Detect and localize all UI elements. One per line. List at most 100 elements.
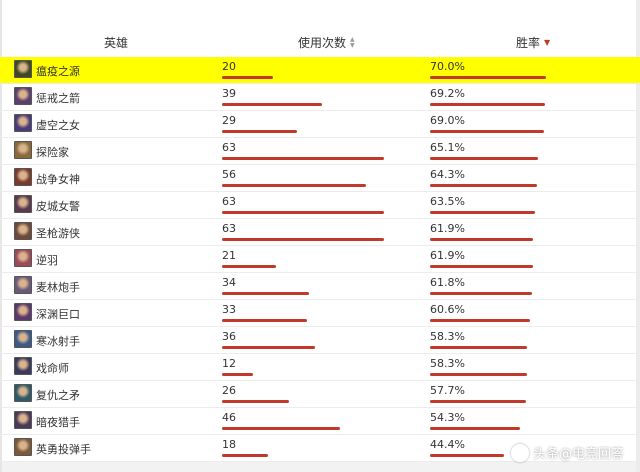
right-frame-edge <box>636 0 640 472</box>
hero-avatar-icon <box>14 384 32 402</box>
win-rate-bar <box>430 157 538 160</box>
hero-row[interactable]: 逆羽 21 61.9% <box>0 246 640 273</box>
win-rate-bar <box>430 400 526 403</box>
column-header-usage[interactable]: 使用次数 ▲ ▼ <box>298 34 355 51</box>
hero-row[interactable]: 戏命师 12 58.3% <box>0 354 640 381</box>
win-rate-bar <box>430 130 544 133</box>
hero-row[interactable]: 圣枪游侠 63 61.9% <box>0 219 640 246</box>
win-rate: 57.7% <box>430 384 465 397</box>
left-frame-edge <box>0 0 2 472</box>
win-rate-bar <box>430 265 533 268</box>
hero-avatar-icon <box>14 195 32 213</box>
usage-count: 39 <box>222 87 236 100</box>
win-rate: 69.2% <box>430 87 465 100</box>
hero-row[interactable]: 暗夜猎手 46 54.3% <box>0 408 640 435</box>
usage-count: 63 <box>222 222 236 235</box>
usage-bar <box>222 454 268 457</box>
usage-bar <box>222 427 340 430</box>
usage-bar <box>222 319 307 322</box>
sort-icon[interactable]: ▲ ▼ <box>350 35 355 49</box>
hero-name: 圣枪游侠 <box>36 227 80 240</box>
hero-avatar-icon <box>14 411 32 429</box>
usage-count: 34 <box>222 276 236 289</box>
win-rate: 65.1% <box>430 141 465 154</box>
hero-row[interactable]: 英勇投弹手 18 44.4% <box>0 435 640 462</box>
hero-name: 皮城女警 <box>36 200 80 213</box>
hero-name: 战争女神 <box>36 173 80 186</box>
usage-count: 46 <box>222 411 236 424</box>
column-header-winrate-label: 胜率 <box>516 36 541 50</box>
watermark-text: 头条@电竞回答 <box>532 447 624 462</box>
usage-count: 26 <box>222 384 236 397</box>
usage-count: 12 <box>222 357 236 370</box>
hero-table-body: 瘟疫之源 20 70.0% 惩戒之箭 39 69.2% 虚空之女 29 69.0% 探险家 63 65… <box>0 57 640 462</box>
hero-avatar-icon <box>14 222 32 240</box>
win-rate-bar <box>430 292 532 295</box>
hero-name: 暗夜猎手 <box>36 416 80 429</box>
column-header-hero-label: 英雄 <box>104 36 129 50</box>
hero-row[interactable]: 皮城女警 63 63.5% <box>0 192 640 219</box>
column-header-winrate[interactable]: 胜率 ▼ <box>516 34 550 51</box>
usage-bar <box>222 265 276 268</box>
hero-name: 戏命师 <box>36 362 69 375</box>
hero-row[interactable]: 探险家 63 65.1% <box>0 138 640 165</box>
hero-row[interactable]: 虚空之女 29 69.0% <box>0 111 640 138</box>
usage-count: 20 <box>222 60 236 73</box>
win-rate-bar <box>430 346 527 349</box>
win-rate: 61.9% <box>430 222 465 235</box>
usage-count: 63 <box>222 141 236 154</box>
usage-bar <box>222 292 309 295</box>
hero-row[interactable]: 深渊巨口 33 60.6% <box>0 300 640 327</box>
win-rate: 44.4% <box>430 438 465 451</box>
toutiao-logo-icon <box>510 443 529 462</box>
win-rate: 60.6% <box>430 303 465 316</box>
usage-bar <box>222 76 273 79</box>
win-rate-bar <box>430 319 530 322</box>
hero-avatar-icon <box>14 357 32 375</box>
hero-name: 英勇投弹手 <box>36 443 91 456</box>
usage-bar <box>222 157 384 160</box>
usage-bar <box>222 238 384 241</box>
hero-row[interactable]: 寒冰射手 36 58.3% <box>0 327 640 354</box>
usage-count: 63 <box>222 195 236 208</box>
usage-bar <box>222 130 297 133</box>
hero-avatar-icon <box>14 141 32 159</box>
win-rate-bar <box>430 454 504 457</box>
win-rate-bar <box>430 373 527 376</box>
hero-row[interactable]: 麦林炮手 34 61.8% <box>0 273 640 300</box>
usage-bar <box>222 400 289 403</box>
hero-name: 深渊巨口 <box>36 308 80 321</box>
table-header: 英雄 使用次数 ▲ ▼ 胜率 ▼ <box>0 28 640 56</box>
usage-count: 18 <box>222 438 236 451</box>
hero-row[interactable]: 复仇之矛 26 57.7% <box>0 381 640 408</box>
usage-bar <box>222 373 253 376</box>
table-footer-band <box>2 462 636 472</box>
hero-name: 瘟疫之源 <box>36 65 80 78</box>
hero-name: 复仇之矛 <box>36 389 80 402</box>
hero-name: 虚空之女 <box>36 119 80 132</box>
win-rate-bar <box>430 238 533 241</box>
column-header-hero: 英雄 <box>104 34 128 51</box>
usage-count: 29 <box>222 114 236 127</box>
win-rate: 54.3% <box>430 411 465 424</box>
hero-row[interactable]: 战争女神 56 64.3% <box>0 165 640 192</box>
hero-name: 麦林炮手 <box>36 281 80 294</box>
usage-bar <box>222 184 366 187</box>
win-rate-bar <box>430 184 537 187</box>
win-rate: 63.5% <box>430 195 465 208</box>
win-rate: 69.0% <box>430 114 465 127</box>
win-rate-bar <box>430 427 520 430</box>
usage-bar <box>222 103 322 106</box>
hero-row[interactable]: 惩戒之箭 39 69.2% <box>0 84 640 111</box>
win-rate: 64.3% <box>430 168 465 181</box>
hero-avatar-icon <box>14 438 32 456</box>
hero-avatar-icon <box>14 87 32 105</box>
hero-avatar-icon <box>14 276 32 294</box>
win-rate: 61.8% <box>430 276 465 289</box>
hero-row[interactable]: 瘟疫之源 20 70.0% <box>0 57 640 84</box>
usage-count: 33 <box>222 303 236 316</box>
sort-desc-icon[interactable]: ▼ <box>544 38 551 47</box>
usage-count: 56 <box>222 168 236 181</box>
hero-avatar-icon <box>14 330 32 348</box>
hero-avatar-icon <box>14 303 32 321</box>
